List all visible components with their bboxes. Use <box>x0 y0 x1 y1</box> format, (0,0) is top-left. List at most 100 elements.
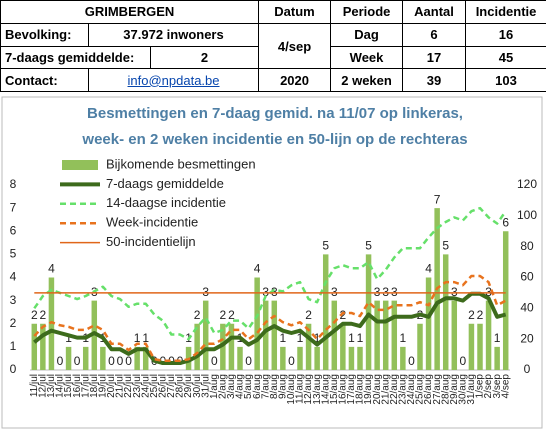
bar <box>237 346 243 370</box>
x-tick-label: 3/sep <box>492 374 503 399</box>
x-tick-label: 19/jul <box>97 374 108 398</box>
data-label: 3 <box>202 285 209 299</box>
data-label: 0 <box>288 354 295 368</box>
x-tick-label: 21/aug <box>380 374 391 405</box>
data-label: 0 <box>460 354 467 368</box>
x-tick-label: 4/sep <box>500 374 511 399</box>
bar <box>91 300 98 370</box>
bar <box>297 346 303 370</box>
x-tick-label: 7/aug <box>260 374 271 399</box>
data-label: 2 <box>340 308 347 322</box>
bar <box>348 346 355 370</box>
data-label: 1 <box>400 331 407 345</box>
table-row: Bevolking: 37.972 inwoners 4/sep Dag 6 1… <box>0 22 546 70</box>
x-tick-label: 28/aug <box>440 374 451 405</box>
legend-label: 50-incidentielijn <box>106 234 196 249</box>
header-cell: Periode <box>330 0 404 24</box>
x-tick-label: 23/jul <box>132 374 143 398</box>
x-tick-label: 3/aug <box>226 374 237 399</box>
x-tick-label: 29/jul <box>183 374 194 398</box>
header-cell: Incidentie <box>465 0 546 24</box>
table-header: GRIMBERGEN Datum Periode Aantal Incident… <box>0 0 546 24</box>
bar <box>382 300 389 370</box>
legend-swatch <box>62 160 98 170</box>
x-tick-label: 25/aug <box>415 374 426 405</box>
data-label: 1 <box>357 331 364 345</box>
bar <box>417 323 423 370</box>
cell: 16 <box>465 22 546 47</box>
legend-label: Bijkomende besmettingen <box>106 156 256 171</box>
data-label: 3 <box>271 285 278 299</box>
data-label: 1 <box>494 331 501 345</box>
y-tick-label: 3 <box>10 293 17 307</box>
y-tick-label: 8 <box>10 177 17 191</box>
table-row: Contact: info@npdata.be 2020 2 weken 39 … <box>0 68 546 92</box>
legend-label: 14-daagse incidentie <box>106 195 226 210</box>
bar <box>305 323 312 370</box>
x-tick-label: 21/jul <box>115 374 126 398</box>
data-label: 3 <box>382 285 389 299</box>
bar <box>40 323 46 370</box>
bar <box>254 277 260 370</box>
x-tick-label: 24/aug <box>406 374 417 405</box>
x-tick-label: 1/aug <box>209 374 220 399</box>
cell: 103 <box>465 68 546 92</box>
bar <box>134 346 140 370</box>
bar <box>100 346 106 370</box>
bar <box>314 346 320 370</box>
cell: 17 <box>402 45 467 70</box>
data-label: 3 <box>374 285 381 299</box>
header-cell: GRIMBERGEN <box>0 0 260 24</box>
bar <box>425 277 432 370</box>
y-tick-label: 1 <box>10 339 17 353</box>
data-label: 2 <box>228 308 235 322</box>
x-tick-label: 17/jul <box>80 374 91 398</box>
bar <box>502 231 509 370</box>
x-tick-label: 30/jul <box>192 374 203 398</box>
cell: 6 <box>402 22 467 47</box>
x-tick-label: 10/aug <box>286 374 297 405</box>
x-tick-label: 12/aug <box>303 374 314 405</box>
data-label: 0 <box>74 354 81 368</box>
x-tick-label: 16/jul <box>72 374 83 398</box>
x-tick-label: 2/aug <box>217 374 228 399</box>
y2-tick-label: 100 <box>517 208 537 222</box>
x-tick-label: 22/jul <box>123 374 134 398</box>
y2-tick-label: 120 <box>517 177 537 191</box>
x-tick-label: 27/aug <box>432 374 443 405</box>
data-label: 1 <box>297 331 304 345</box>
x-tick-label: 31/aug <box>466 374 477 405</box>
y-tick-label: 0 <box>10 362 17 376</box>
bar <box>48 277 55 370</box>
data-label: 4 <box>425 262 432 276</box>
data-label: 1 <box>134 331 141 345</box>
line <box>33 291 507 366</box>
cell: 2020 <box>258 68 332 92</box>
bar <box>374 300 380 370</box>
data-label: 7 <box>434 192 441 206</box>
x-tick-label: 28/jul <box>175 374 186 398</box>
y2-tick-label: 80 <box>520 239 534 253</box>
cell: 4/sep <box>258 22 332 70</box>
x-tick-label: 1/sep <box>475 374 486 399</box>
x-tick-label: 19/aug <box>363 374 374 405</box>
chart-title: week- en 2 weken incidentie en 50-lijn o… <box>81 131 467 148</box>
data-label: 2 <box>477 308 484 322</box>
x-tick-label: 6/aug <box>252 374 263 399</box>
data-label: 2 <box>31 308 38 322</box>
x-tick-label: 26/jul <box>157 374 168 398</box>
bar <box>65 346 72 370</box>
bar <box>31 323 38 370</box>
cell: info@npdata.be <box>87 68 260 92</box>
data-label: 6 <box>502 215 509 229</box>
bar <box>322 254 329 370</box>
header-cell: Datum <box>258 0 332 24</box>
data-label: 4 <box>254 262 261 276</box>
data-label: 3 <box>331 285 338 299</box>
cell: 7-daags gemiddelde: <box>0 45 151 70</box>
email-link[interactable]: info@npdata.be <box>127 72 220 88</box>
bar <box>220 323 226 370</box>
data-label: 5 <box>365 239 372 253</box>
x-tick-label: 2/sep <box>483 374 494 399</box>
